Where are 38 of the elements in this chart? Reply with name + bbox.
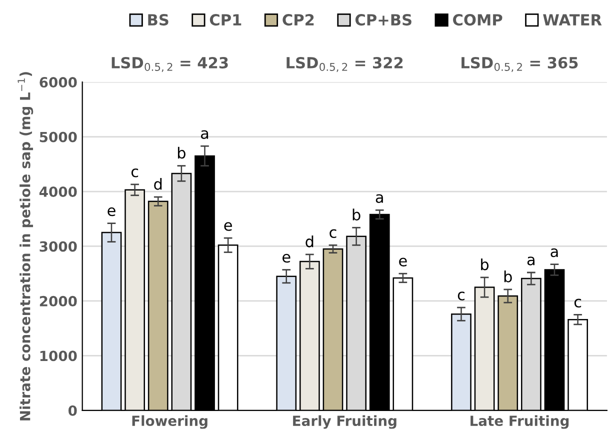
x-tick-label: Late Fruiting xyxy=(470,415,569,429)
y-tick-label: 2000 xyxy=(40,296,77,306)
data-label: e xyxy=(108,207,116,216)
y-tick-label: 6000 xyxy=(40,77,77,88)
data-label: d xyxy=(306,235,314,248)
data-label: b xyxy=(504,270,512,282)
y-tick-label: 5000 xyxy=(40,132,77,142)
legend-label: WATER xyxy=(543,14,602,26)
data-label: b xyxy=(352,208,360,221)
legend-label: CP1 xyxy=(210,14,242,26)
data-label: a xyxy=(527,256,534,266)
data-label: e xyxy=(224,222,232,231)
data-label: c xyxy=(458,292,464,300)
y-tick-label: 3000 xyxy=(40,241,77,252)
data-label: d xyxy=(154,178,162,190)
legend-label: BS xyxy=(148,14,168,26)
data-label: b xyxy=(178,146,186,159)
data-label: e xyxy=(282,254,290,263)
data-label: c xyxy=(574,298,582,308)
text: LSD$_{0.5,2}$ = 365 xyxy=(462,56,578,72)
x-tick-label: Early Fruiting xyxy=(293,415,396,429)
legend-label: CP+BS xyxy=(355,14,412,26)
y-tick-label: 0 xyxy=(68,405,77,416)
legend-label: CP2 xyxy=(282,14,314,26)
data-label: b xyxy=(481,258,489,270)
data-label: e xyxy=(399,258,407,266)
text: LSD$_{0.5,2}$ = 423 xyxy=(112,56,228,72)
data-label: a xyxy=(376,194,383,203)
data-label: c xyxy=(131,168,138,178)
data-label: c xyxy=(330,229,336,238)
text: LSD$_{0.5,2}$ = 322 xyxy=(286,56,403,72)
y-tick-label: 1000 xyxy=(40,350,77,362)
legend-label: COMP xyxy=(453,14,502,26)
y-tick-label: 4000 xyxy=(39,186,77,197)
data-label: a xyxy=(550,248,558,258)
x-tick-label: Flowering xyxy=(132,415,208,429)
y-axis-title: Nitrate concentration in petiole sap (mg L$^{−1}$) xyxy=(18,72,34,420)
data-label: a xyxy=(200,130,208,139)
